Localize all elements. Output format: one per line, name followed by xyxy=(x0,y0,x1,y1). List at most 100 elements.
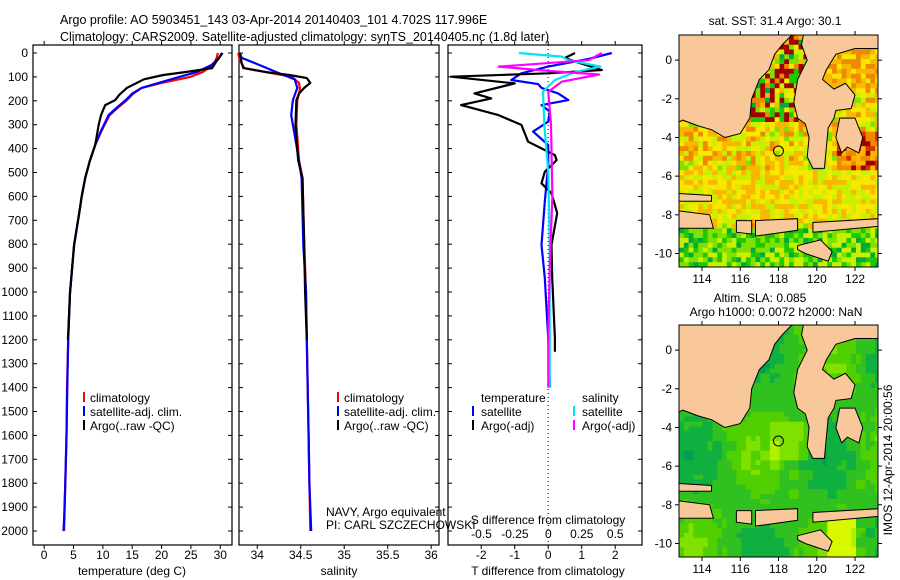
sla-cell xyxy=(712,450,718,456)
sla-cell xyxy=(812,552,819,558)
sla-cell xyxy=(856,499,862,505)
sst-cell xyxy=(784,180,790,186)
sst-cell xyxy=(860,170,866,176)
sla-cell xyxy=(760,412,766,418)
sst-cell xyxy=(827,204,833,210)
sla-cell xyxy=(774,503,780,509)
sla-cell xyxy=(774,465,780,471)
sla-cell xyxy=(717,552,723,558)
sla-cell xyxy=(746,528,752,534)
sst-cell xyxy=(726,204,732,210)
sst-cell xyxy=(860,209,866,215)
sst-cell xyxy=(774,155,780,161)
sst-cell xyxy=(731,155,737,161)
sst-cell xyxy=(755,238,761,244)
sst-cell xyxy=(784,112,790,118)
sst-cell xyxy=(774,238,780,244)
sla-cell xyxy=(779,363,785,369)
sst-cell xyxy=(769,247,776,253)
sst-cell xyxy=(702,228,709,234)
land xyxy=(735,510,753,525)
sst-cell xyxy=(803,209,809,215)
sla-cell xyxy=(817,470,823,476)
lat-tick-label: -4 xyxy=(661,420,672,434)
sst-cell xyxy=(755,257,761,263)
sla-cell xyxy=(870,518,876,524)
sst-cell xyxy=(698,257,704,263)
sla-cell xyxy=(789,358,795,364)
sst-cell xyxy=(726,228,732,234)
sst-cell xyxy=(679,262,685,268)
sst-cell xyxy=(832,184,838,190)
sst-cell xyxy=(746,122,752,128)
sst-cell xyxy=(789,262,795,268)
sst-cell xyxy=(793,126,799,132)
sla-cell xyxy=(702,494,709,500)
sla-cell xyxy=(688,426,694,432)
sst-cell xyxy=(722,146,728,152)
sla-cell xyxy=(851,373,857,379)
sla-cell xyxy=(860,537,866,543)
sla-cell xyxy=(808,484,814,490)
sst-cell xyxy=(712,218,718,224)
sst-cell xyxy=(798,180,804,186)
sla-cell xyxy=(765,479,771,485)
sst-cell xyxy=(822,165,828,171)
sst-cell xyxy=(688,257,694,263)
sst-cell xyxy=(836,194,843,200)
sst-cell xyxy=(793,59,799,65)
sla-cell xyxy=(760,392,766,398)
sst-cell xyxy=(808,218,814,224)
sst-cell xyxy=(817,213,823,219)
sst-cell xyxy=(836,199,843,205)
sst-cell xyxy=(698,252,704,258)
sst-cell xyxy=(774,180,780,186)
sst-cell xyxy=(755,175,761,181)
sst-cell xyxy=(846,165,852,171)
sst-cell xyxy=(765,146,771,152)
sla-cell xyxy=(779,373,785,379)
sla-cell xyxy=(698,470,704,476)
sst-cell xyxy=(683,180,689,186)
sst-cell xyxy=(741,194,747,200)
sst-cell xyxy=(865,180,871,186)
sla-cell xyxy=(798,503,804,509)
sst-cell xyxy=(846,180,852,186)
sst-cell xyxy=(836,160,843,166)
sla-cell xyxy=(679,421,685,427)
sst-cell xyxy=(860,155,866,161)
sst-cell xyxy=(779,117,785,123)
sst-cell xyxy=(731,175,737,181)
sla-cell xyxy=(851,489,857,495)
sla-cell xyxy=(817,499,823,505)
sst-cell xyxy=(765,78,771,84)
sla-cell xyxy=(865,552,871,558)
sla-cell xyxy=(707,528,713,534)
sst-cell xyxy=(851,155,857,161)
sla-cell xyxy=(746,499,752,505)
sla-cell xyxy=(750,528,756,534)
sla-cell xyxy=(717,518,723,524)
sla-cell xyxy=(793,547,799,553)
sst-cell xyxy=(722,199,728,205)
sst-cell xyxy=(698,247,704,253)
sla-cell xyxy=(755,450,761,456)
sst-cell xyxy=(870,180,876,186)
sst-cell xyxy=(808,170,814,176)
sst-cell xyxy=(870,209,876,215)
sla-cell xyxy=(717,537,723,543)
sst-cell xyxy=(698,184,704,190)
sst-cell xyxy=(860,204,866,210)
sla-cell xyxy=(731,479,737,485)
sst-cell xyxy=(712,223,718,229)
sst-cell xyxy=(712,136,718,142)
sla-cell xyxy=(779,368,785,374)
sst-cell xyxy=(693,262,699,268)
sla-cell xyxy=(870,358,876,364)
sst-cell xyxy=(784,117,790,123)
sla-cell xyxy=(793,363,799,369)
sst-cell xyxy=(779,97,785,103)
sst-cell xyxy=(870,107,876,113)
sst-cell xyxy=(679,238,685,244)
sst-cell xyxy=(846,64,852,70)
